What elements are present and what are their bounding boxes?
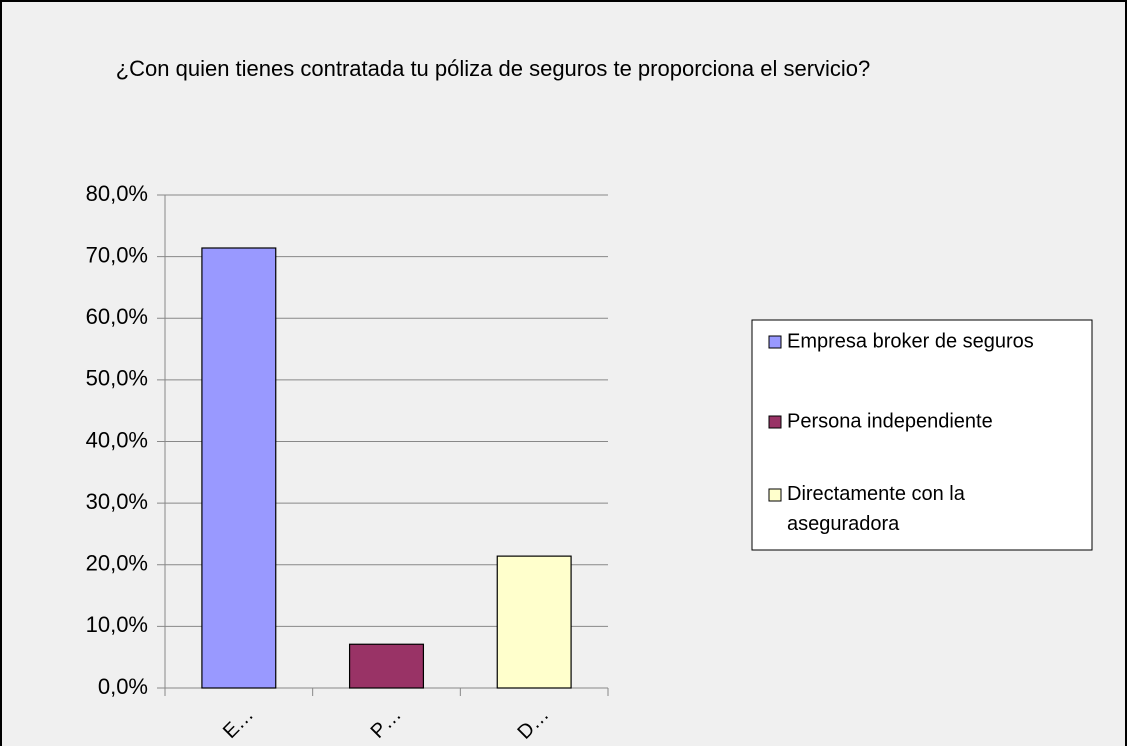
y-tick-label: 70,0%	[86, 242, 148, 267]
y-tick-label: 30,0%	[86, 489, 148, 514]
y-tick-label: 20,0%	[86, 551, 148, 576]
legend	[751, 319, 1093, 551]
y-tick-label: 0,0%	[98, 674, 148, 699]
legend-swatch	[768, 488, 782, 502]
bar	[496, 555, 572, 689]
legend-label: Persona independiente	[787, 410, 993, 432]
legend-swatch	[768, 415, 782, 429]
legend-swatch	[768, 335, 782, 349]
bar	[201, 247, 277, 689]
chart-title: ¿Con quien tienes contratada tu póliza d…	[116, 56, 871, 81]
y-tick-label: 10,0%	[86, 612, 148, 637]
y-tick-label: 80,0%	[86, 181, 148, 206]
bar	[348, 643, 425, 689]
legend-label: Directamente con la aseguradora	[787, 483, 966, 535]
legend-line: Directamente con la	[787, 483, 966, 505]
y-tick-label: 50,0%	[86, 366, 148, 391]
y-tick-label: 60,0%	[86, 304, 148, 329]
legend-label: Empresa broker de seguros	[787, 330, 1034, 352]
legend-line: aseguradora	[787, 513, 900, 535]
y-tick-label: 40,0%	[86, 427, 148, 452]
